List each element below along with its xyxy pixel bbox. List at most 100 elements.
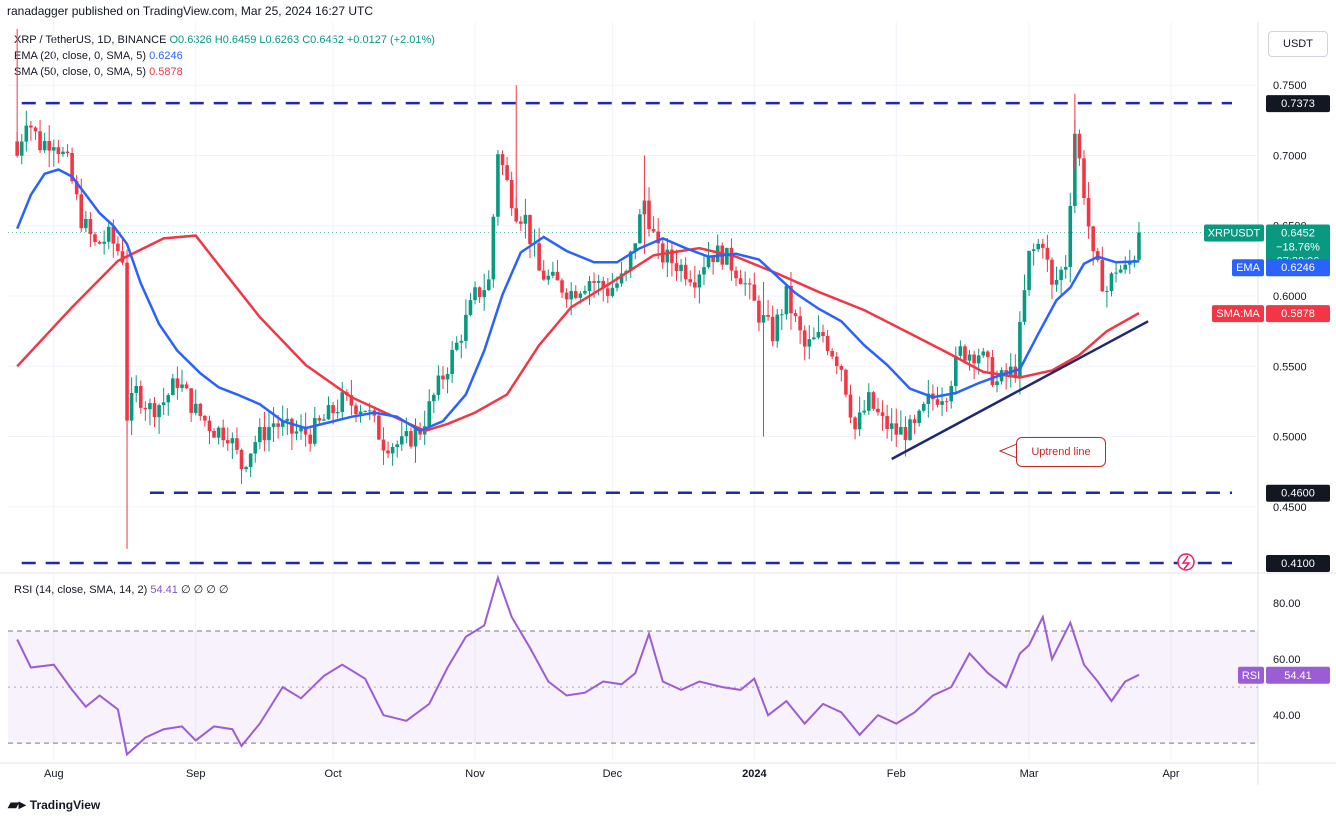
candle-body [880,412,885,416]
alert-lightning-glyph [1181,555,1191,570]
candle-body [143,407,148,410]
candle-body [747,283,752,285]
candle-body [670,249,674,264]
candle-body [715,245,720,263]
candle-body [1086,197,1091,227]
candle-body [857,412,862,430]
candle-body [120,251,125,263]
candle-body [377,415,381,440]
candle-body [1114,272,1118,274]
candle-body [193,403,198,413]
candle-body [564,292,569,300]
candle-body [867,392,871,411]
candle-body [825,336,830,351]
candle-body [711,256,715,263]
horizontal-levels [8,101,1258,565]
candle-body [441,375,445,380]
candle-body [844,369,848,395]
candle-body [519,221,523,224]
candle-body [24,125,29,142]
rsi-value-label: 54.41 [1284,670,1312,682]
candle-body [363,410,367,412]
time-tick-label: 2024 [742,768,767,780]
candle-body [294,431,299,434]
rsi-value-badge [1266,666,1330,684]
candle-body [207,420,212,431]
last-price-badge [1266,224,1330,269]
candle-body [1045,247,1050,260]
candle-body [180,384,184,389]
candle-body [537,243,541,271]
candle-body [216,427,221,438]
candle-body [894,423,899,435]
candle-body [184,384,189,389]
candle-body [812,337,816,340]
candle-body [473,287,477,301]
candle-body [940,401,944,405]
last-price-label: 0.6452 [1281,227,1315,239]
candle-body [816,332,821,338]
candle-body [601,280,606,289]
candle-body [647,200,651,230]
candle-body [944,401,949,403]
candle-body [171,378,175,396]
candle-body [1050,259,1054,285]
sma-line [16,234,1140,433]
candle-body [134,385,139,393]
ema-line [16,168,1140,433]
alert-lightning-icon [1177,553,1195,571]
candle-body [111,226,116,244]
price-tick-label: 0.4500 [1273,502,1307,514]
sma-legend-label[interactable]: SMA (50, close, 0, SMA, 5) [14,66,147,78]
candle-body [569,291,573,300]
candle-body [995,381,999,386]
candle-body [399,436,404,445]
rsi-legend-label[interactable]: RSI (14, close, SMA, 14, 2) [14,584,148,596]
candle-body [161,402,166,406]
ema-tag-badge [1232,259,1264,277]
candle-body [65,151,70,154]
candle-body [61,151,65,155]
candle-body [84,218,88,229]
symbol-label[interactable]: XRP / TetherUS, 1D, BINANCE [14,34,167,46]
candle-body [1082,158,1086,198]
candle-body [876,408,880,413]
candle-body [1073,133,1077,206]
candle-body [33,127,38,132]
candle-body [573,291,578,298]
candle-body [464,314,468,341]
candle-body [743,283,747,285]
candle-body [276,423,280,427]
candle-body [592,281,596,283]
candle-body [1027,250,1031,291]
candle-body [116,243,120,252]
price-tick-label: 0.5500 [1273,361,1307,373]
candle-body [454,342,459,350]
candle-body [954,355,958,387]
candle-body [367,410,372,412]
candle-body [308,434,312,444]
rsi-legend: RSI (14, close, SMA, 14, 2) 54.41 ∅ ∅ ∅ … [14,583,228,596]
candle-body [244,466,248,470]
candle-body [899,426,903,435]
candle-body [1091,226,1095,252]
candle-body [766,315,770,317]
candle-body [546,275,551,280]
candle-body [908,419,912,440]
rsi-tag-label: RSI [1242,670,1260,682]
candle-body [198,403,203,416]
candle-body [1036,243,1041,250]
currency-button[interactable]: USDT [1268,31,1328,57]
candle-body [239,449,244,470]
candle-body [19,141,24,156]
candle-body [619,273,624,284]
footer-brand: TradingView [29,797,101,812]
candle-body [1123,264,1128,270]
candle-body [917,410,921,424]
candle-body [1109,273,1114,292]
candle-body [583,291,587,294]
candle-body [688,279,693,283]
candle-body [97,241,102,244]
ema-legend-label[interactable]: EMA (20, close, 0, SMA, 5) [14,50,147,62]
